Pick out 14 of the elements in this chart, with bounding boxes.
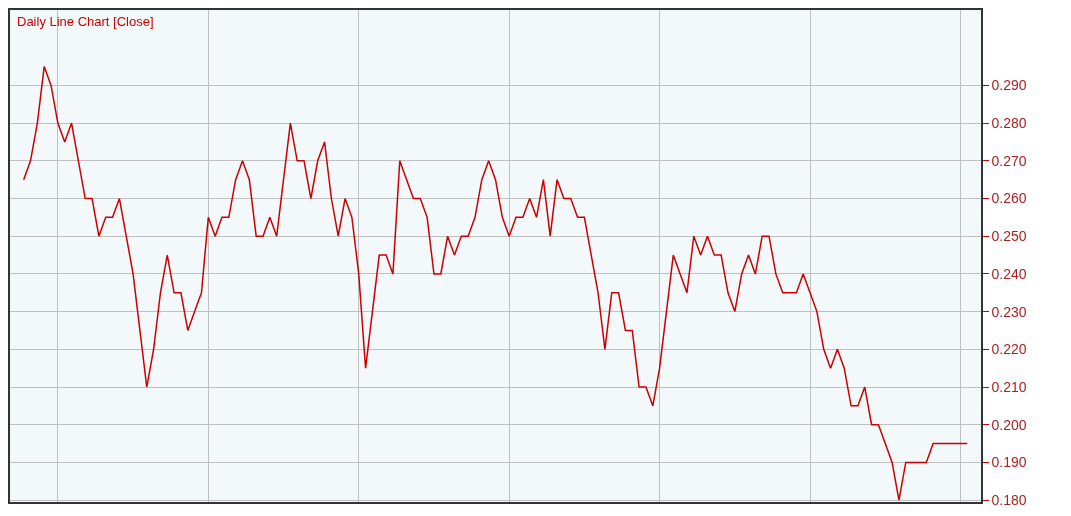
y-tick-label: 0.260 bbox=[991, 190, 1027, 207]
y-tick-label: 0.210 bbox=[991, 378, 1027, 395]
y-tick-label: 0.240 bbox=[991, 265, 1027, 282]
y-tick-label: 0.180 bbox=[991, 492, 1027, 509]
y-tick-label: 0.220 bbox=[991, 341, 1027, 358]
y-tick-label: 0.230 bbox=[991, 303, 1027, 320]
y-tick-label: 0.290 bbox=[991, 77, 1027, 94]
line-series bbox=[22, 65, 969, 501]
y-tick-label: 0.200 bbox=[991, 416, 1027, 433]
y-tick-label: 0.190 bbox=[991, 454, 1027, 471]
y-tick-label: 0.270 bbox=[991, 152, 1027, 169]
y-tick-label: 0.280 bbox=[991, 115, 1027, 131]
chart-title: Daily Line Chart [Close] bbox=[17, 14, 154, 29]
y-tick-label: 0.250 bbox=[991, 228, 1027, 245]
